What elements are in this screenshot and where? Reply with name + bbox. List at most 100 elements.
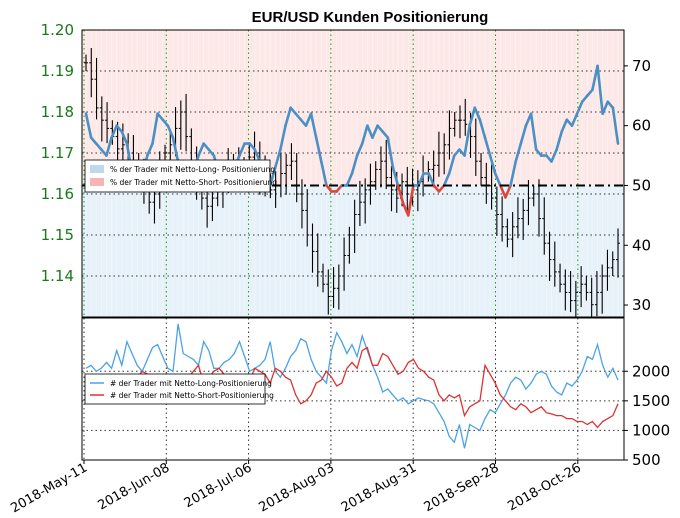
ratio-line-segment <box>120 130 129 145</box>
ratio-line-segment <box>406 184 415 217</box>
ratio-line-segment <box>345 172 354 187</box>
ratio-line-segment <box>105 136 113 157</box>
bottom-legend-box <box>84 373 266 405</box>
ratio-line-segment <box>396 184 405 205</box>
ratio-line-segment <box>355 142 364 157</box>
legend-label-short: % der Trader mit Netto-Short- Positionie… <box>110 178 277 187</box>
legend-swatch-long <box>90 165 104 173</box>
ratio-line-segment <box>493 172 502 187</box>
ratio-line-segment <box>488 154 497 175</box>
ratio-line-segment <box>509 160 517 187</box>
right-tick-label: 70 <box>632 57 651 75</box>
ratio-line-segment <box>478 118 487 139</box>
ratio-line-segment <box>248 142 257 151</box>
ratio-line-segment <box>550 148 558 163</box>
legend-label-long: % der Trader mit Netto-Long- Positionier… <box>110 165 275 174</box>
ratio-line-segment <box>156 112 165 121</box>
right-tick-label: 500 <box>632 451 661 469</box>
right-tick-label: 1000 <box>632 421 670 439</box>
left-tick-label: 1.15 <box>41 226 74 244</box>
ratio-line-segment <box>499 184 507 199</box>
ratio-line-segment <box>335 184 344 193</box>
legend-swatch-short <box>90 178 104 186</box>
ratio-line-segment <box>238 142 246 157</box>
right-tick-label: 2000 <box>632 362 670 380</box>
x-tick-label: 2018-Aug-31 <box>339 460 419 515</box>
left-tick-label: 1.14 <box>41 267 74 285</box>
upper-bg-zone <box>82 30 624 185</box>
chart-title: EUR/USD Kunden Positionierung <box>252 9 489 26</box>
ratio-line-segment <box>611 106 620 145</box>
ratio-line-segment <box>376 124 384 133</box>
ratio-line-segment <box>325 184 333 193</box>
ratio-line-segment <box>207 148 216 157</box>
ratio-line-segment <box>289 106 298 116</box>
ratio-line-segment <box>279 124 287 151</box>
lower-bg-zone <box>82 185 624 317</box>
ratio-line-segment <box>514 142 523 163</box>
ratio-line-segment <box>560 118 569 133</box>
ratio-line-segment <box>442 172 451 187</box>
ratio-line-segment <box>309 112 318 139</box>
x-tick-label: 2018-Oct-26 <box>505 460 583 514</box>
x-tick-label: 2018-Aug-03 <box>257 460 337 515</box>
right-tick-label: 50 <box>632 176 651 194</box>
top-legend: % der Trader mit Netto-Long- Positionier… <box>84 159 277 193</box>
left-tick-label: 1.19 <box>41 62 74 80</box>
ratio-line-segment <box>294 112 303 121</box>
ratio-line-segment <box>555 130 564 151</box>
legend-label-short-count: # der Trader mit Netto-Short-Positionier… <box>110 391 274 400</box>
ratio-line-segment <box>320 160 328 187</box>
bottom-frame <box>81 317 625 461</box>
x-tick-label: 2018-May-11 <box>8 460 90 516</box>
left-tick-label: 1.18 <box>41 103 74 121</box>
count-line <box>85 323 619 449</box>
left-tick-label: 1.16 <box>41 185 74 203</box>
ratio-line-segment <box>586 88 594 98</box>
top-frame <box>81 29 625 318</box>
ratio-line-segment <box>381 130 390 139</box>
ratio-line-segment <box>580 94 589 104</box>
ratio-line-segment <box>273 148 282 169</box>
ratio-line-segment <box>110 124 118 139</box>
ratio-line-segment <box>94 142 103 151</box>
ratio-line-segment <box>596 64 604 116</box>
legend-label-long-count: # der Trader mit Netto-Long-Positionieru… <box>110 379 272 388</box>
ratio-line-segment <box>161 118 170 127</box>
ratio-line-segment <box>447 154 456 175</box>
ratio-line-segment <box>570 112 579 127</box>
ratio-line-segment <box>529 112 538 151</box>
ratio-line-segment <box>606 100 615 110</box>
x-tick-label: 2018-Jun-08 <box>95 460 172 513</box>
ratio-line-segment <box>350 154 359 175</box>
ratio-line-segment <box>601 100 610 116</box>
ratio-line-segment <box>473 106 482 121</box>
ratio-line-segment <box>575 100 584 116</box>
ratio-line-segment <box>386 136 395 169</box>
ratio-line-segment <box>171 136 180 163</box>
ratio-line-segment <box>391 166 400 187</box>
ratio-line-segment <box>268 166 277 187</box>
ratio-line-segment <box>166 124 175 139</box>
right-tick-label: 40 <box>632 236 651 254</box>
left-tick-label: 1.17 <box>41 144 74 162</box>
ratio-line-segment <box>519 124 528 145</box>
ratio-line-segment <box>463 124 471 157</box>
x-tick-label: 2018-Sep-28 <box>422 460 502 515</box>
bottom-legend: # der Trader mit Netto-Long-Positionieru… <box>84 373 274 405</box>
ratio-line-segment <box>504 184 512 199</box>
x-tick-label: 2018-Jul-06 <box>182 460 255 511</box>
ratio-line-segment <box>360 124 369 145</box>
ratio-line-segment <box>314 136 323 163</box>
left-tick-label: 1.20 <box>41 21 74 39</box>
ratio-line-segment <box>253 148 262 163</box>
ratio-line-segment <box>534 148 543 157</box>
ratio-line-segment <box>417 172 425 187</box>
ratio-line-segment <box>468 106 477 127</box>
top-legend-box <box>84 159 271 193</box>
ratio-line-segment <box>146 142 154 157</box>
ratio-line-segment <box>89 136 98 145</box>
ratio-line-segment <box>84 112 93 139</box>
